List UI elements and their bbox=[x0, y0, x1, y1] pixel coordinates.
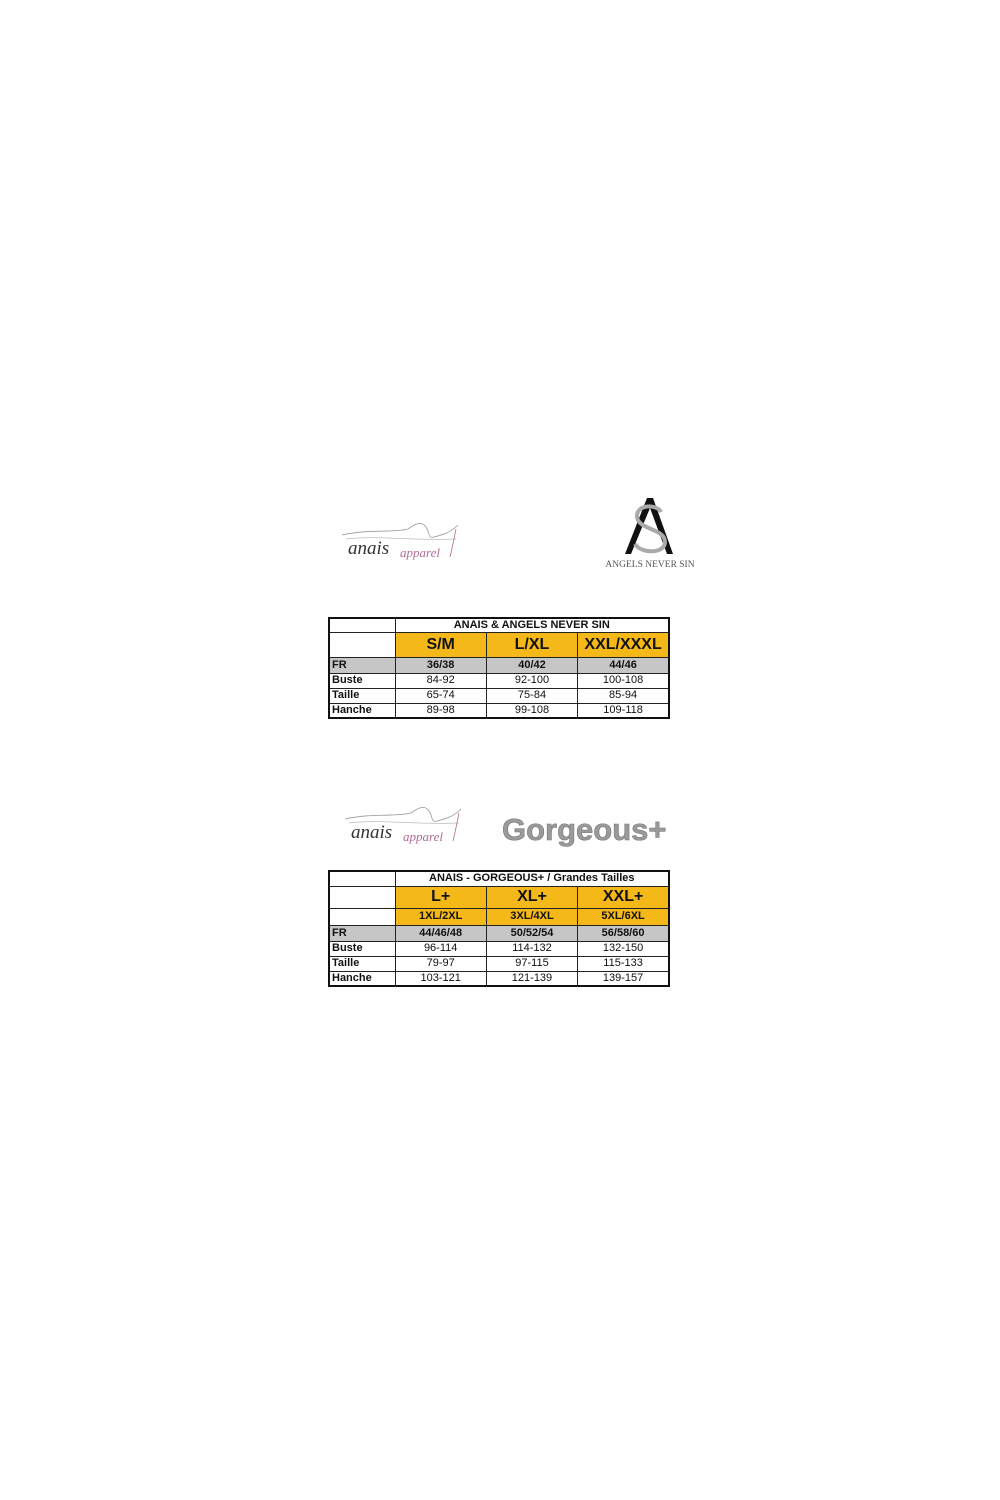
table-row: Taille 65-74 75-84 85-94 bbox=[328, 687, 670, 704]
row-label: Taille bbox=[328, 955, 396, 972]
blank-cell bbox=[328, 870, 396, 887]
blank-cell bbox=[328, 885, 396, 909]
size-header: XXL+ bbox=[577, 885, 670, 909]
cell: 50/52/54 bbox=[485, 924, 579, 942]
cell: 40/42 bbox=[485, 656, 579, 674]
cell: 44/46 bbox=[577, 656, 670, 674]
size-header: XXL/XXXL bbox=[577, 631, 670, 658]
cell: 100-108 bbox=[577, 672, 670, 689]
anais-apparel-logo: anais apparel bbox=[341, 799, 466, 847]
svg-text:Gorgeous+: Gorgeous+ bbox=[502, 812, 667, 847]
table-row: Taille 79-97 97-115 115-133 bbox=[328, 955, 670, 972]
row-label: FR bbox=[328, 656, 396, 674]
row-label: Buste bbox=[328, 672, 396, 689]
blank-cell bbox=[328, 907, 396, 926]
size-header: L+ bbox=[394, 885, 487, 909]
svg-text:anais: anais bbox=[348, 538, 389, 559]
size-chart-anais-gorgeous-plus: ANAIS - GORGEOUS+ / Grandes Tailles L+ X… bbox=[328, 870, 670, 987]
table-row: Hanche 103-121 121-139 139-157 bbox=[328, 970, 670, 987]
cell: 96-114 bbox=[394, 940, 487, 957]
row-label: Taille bbox=[328, 687, 396, 704]
cell: 79-97 bbox=[394, 955, 487, 972]
table-row: Buste 96-114 114-132 132-150 bbox=[328, 940, 670, 957]
cell: 109-118 bbox=[577, 702, 670, 719]
row-label: FR bbox=[328, 924, 396, 942]
size-header: XL+ bbox=[485, 885, 579, 909]
cell: 44/46/48 bbox=[394, 924, 487, 942]
cell: 36/38 bbox=[394, 656, 487, 674]
table-row: FR 44/46/48 50/52/54 56/58/60 bbox=[328, 924, 670, 942]
row-label: Hanche bbox=[328, 702, 396, 719]
gorgeous-plus-logo: Gorgeous+ bbox=[500, 808, 675, 852]
cell: 89-98 bbox=[394, 702, 487, 719]
cell: 114-132 bbox=[485, 940, 579, 957]
cell: 85-94 bbox=[577, 687, 670, 704]
table-row: Hanche 89-98 99-108 109-118 bbox=[328, 702, 670, 719]
subsize-header: 5XL/6XL bbox=[577, 907, 670, 926]
size-chart-anais-angels-never-sin: ANAIS & ANGELS NEVER SIN S/M L/XL XXL/XX… bbox=[328, 617, 670, 719]
svg-text:apparel: apparel bbox=[403, 829, 443, 844]
cell: 75-84 bbox=[485, 687, 579, 704]
blank-cell bbox=[328, 631, 396, 658]
row-label: Hanche bbox=[328, 970, 396, 987]
size-header: S/M bbox=[394, 631, 487, 658]
table-row: Buste 84-92 92-100 100-108 bbox=[328, 672, 670, 689]
cell: 103-121 bbox=[394, 970, 487, 987]
cell: 139-157 bbox=[577, 970, 670, 987]
size-header: L/XL bbox=[485, 631, 579, 658]
svg-text:anais: anais bbox=[351, 822, 392, 843]
cell: 115-133 bbox=[577, 955, 670, 972]
angels-never-sin-logo: ANGELS NEVER SIN bbox=[595, 492, 705, 572]
cell: 84-92 bbox=[394, 672, 487, 689]
svg-text:apparel: apparel bbox=[400, 545, 440, 560]
blank-cell bbox=[328, 617, 396, 633]
table-title: ANAIS - GORGEOUS+ / Grandes Tailles bbox=[394, 870, 670, 887]
cell: 92-100 bbox=[485, 672, 579, 689]
cell: 97-115 bbox=[485, 955, 579, 972]
table-title: ANAIS & ANGELS NEVER SIN bbox=[394, 617, 670, 633]
cell: 56/58/60 bbox=[577, 924, 670, 942]
cell: 121-139 bbox=[485, 970, 579, 987]
table-row: FR 36/38 40/42 44/46 bbox=[328, 656, 670, 674]
anais-apparel-logo: anais apparel bbox=[338, 515, 463, 563]
cell: 65-74 bbox=[394, 687, 487, 704]
cell: 132-150 bbox=[577, 940, 670, 957]
subsize-header: 1XL/2XL bbox=[394, 907, 487, 926]
row-label: Buste bbox=[328, 940, 396, 957]
svg-text:ANGELS NEVER SIN: ANGELS NEVER SIN bbox=[605, 560, 694, 570]
cell: 99-108 bbox=[485, 702, 579, 719]
subsize-header: 3XL/4XL bbox=[485, 907, 579, 926]
